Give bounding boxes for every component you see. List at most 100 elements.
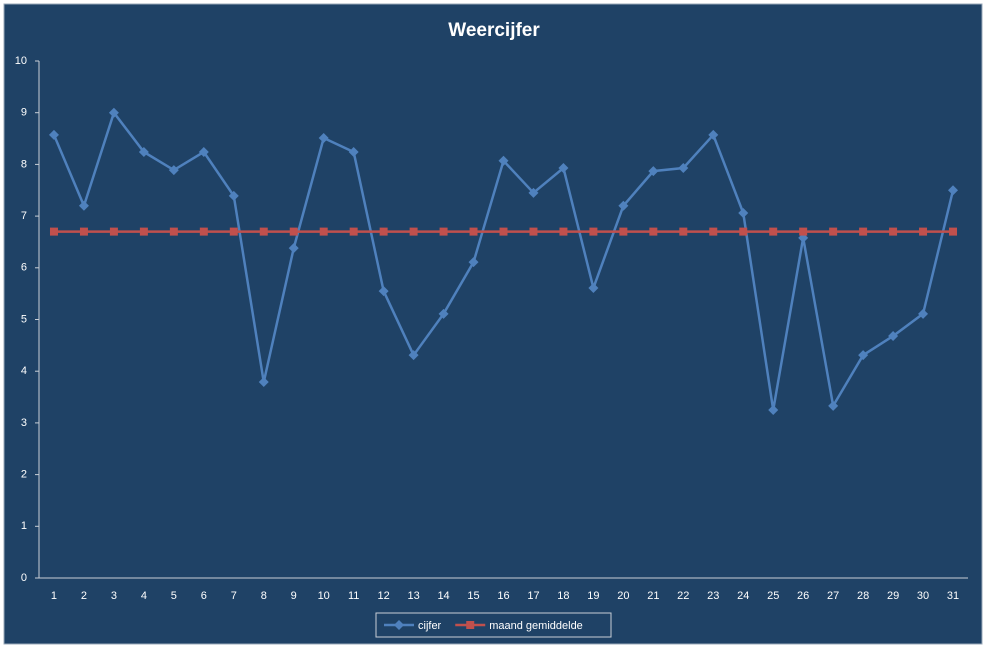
data-point — [679, 227, 688, 236]
x-tick-label: 2 — [81, 590, 87, 602]
chart-background — [3, 3, 983, 645]
data-point — [109, 227, 118, 236]
x-tick-label: 5 — [171, 590, 177, 602]
data-point — [589, 227, 598, 236]
x-tick-label: 18 — [557, 590, 569, 602]
data-point — [409, 227, 418, 236]
data-point — [259, 227, 268, 236]
data-point — [709, 227, 718, 236]
data-point — [768, 404, 779, 415]
y-tick-label: 10 — [15, 55, 27, 67]
x-tick-label: 31 — [947, 590, 959, 602]
data-point — [888, 331, 899, 342]
x-tick-label: 1 — [51, 590, 57, 602]
data-point — [889, 227, 898, 236]
x-tick-label: 20 — [617, 590, 629, 602]
legend-label: cijfer — [418, 620, 442, 632]
x-tick-label: 26 — [797, 590, 809, 602]
x-tick-label: 25 — [767, 590, 779, 602]
chart-title: Weercijfer — [448, 20, 540, 41]
data-point — [499, 227, 508, 236]
x-tick-label: 7 — [231, 590, 237, 602]
data-point — [378, 286, 389, 297]
data-point — [708, 129, 719, 140]
data-point — [619, 227, 628, 236]
data-point — [138, 146, 149, 157]
data-point — [438, 308, 449, 319]
y-tick-label: 5 — [21, 313, 27, 325]
data-point — [379, 227, 388, 236]
data-point — [618, 200, 629, 211]
data-point — [919, 227, 928, 236]
data-point — [408, 350, 419, 361]
data-point — [348, 146, 359, 157]
x-tick-label: 12 — [378, 590, 390, 602]
data-point — [918, 308, 929, 319]
legend-marker — [466, 621, 475, 629]
data-point — [79, 227, 88, 236]
x-tick-label: 11 — [348, 590, 359, 602]
data-point — [739, 227, 748, 236]
data-point — [228, 190, 239, 201]
data-point — [948, 185, 959, 196]
x-tick-label: 22 — [677, 590, 689, 602]
y-tick-label: 0 — [21, 572, 27, 584]
data-point — [678, 163, 689, 174]
data-point — [859, 227, 868, 236]
x-tick-label: 8 — [261, 590, 267, 602]
data-point — [258, 377, 269, 388]
data-point — [349, 227, 358, 236]
data-point — [199, 227, 208, 236]
x-tick-label: 3 — [111, 590, 117, 602]
x-tick-label: 30 — [917, 590, 929, 602]
x-tick-label: 17 — [527, 590, 539, 602]
y-tick-label: 6 — [21, 262, 27, 274]
x-tick-label: 10 — [318, 590, 330, 602]
data-point — [229, 227, 238, 236]
data-point — [319, 227, 328, 236]
x-tick-label: 16 — [497, 590, 509, 602]
data-point — [828, 400, 839, 411]
x-tick-label: 9 — [291, 590, 297, 602]
x-tick-label: 28 — [857, 590, 869, 602]
data-point — [529, 227, 538, 236]
data-point — [198, 146, 209, 157]
data-point — [469, 227, 478, 236]
y-tick-label: 9 — [21, 107, 27, 119]
data-point — [169, 227, 178, 236]
data-point — [649, 227, 658, 236]
data-point — [769, 227, 778, 236]
x-tick-label: 19 — [587, 590, 599, 602]
x-tick-label: 14 — [437, 590, 449, 602]
x-tick-label: 27 — [827, 590, 839, 602]
y-tick-label: 2 — [21, 469, 27, 481]
data-point — [558, 163, 569, 174]
legend — [375, 612, 612, 638]
y-tick-label: 3 — [21, 417, 27, 429]
data-point — [468, 257, 479, 268]
x-tick-label: 21 — [647, 590, 659, 602]
x-tick-label: 13 — [407, 590, 419, 602]
data-point — [289, 227, 298, 236]
legend-marker — [394, 620, 404, 630]
data-point — [288, 243, 299, 254]
data-point — [559, 227, 568, 236]
x-tick-label: 15 — [467, 590, 479, 602]
data-point — [318, 133, 329, 144]
data-point — [738, 207, 749, 218]
data-point — [648, 166, 659, 177]
y-tick-label: 8 — [21, 158, 27, 170]
data-point — [139, 227, 148, 236]
y-tick-label: 4 — [21, 365, 27, 377]
data-point — [439, 227, 448, 236]
data-point — [48, 129, 59, 140]
x-tick-label: 6 — [201, 590, 207, 602]
data-point — [498, 155, 509, 166]
y-tick-label: 7 — [21, 210, 27, 222]
data-point — [528, 187, 539, 198]
data-point — [949, 227, 958, 236]
data-point — [588, 282, 599, 293]
data-point — [799, 227, 808, 236]
data-point — [108, 107, 119, 118]
